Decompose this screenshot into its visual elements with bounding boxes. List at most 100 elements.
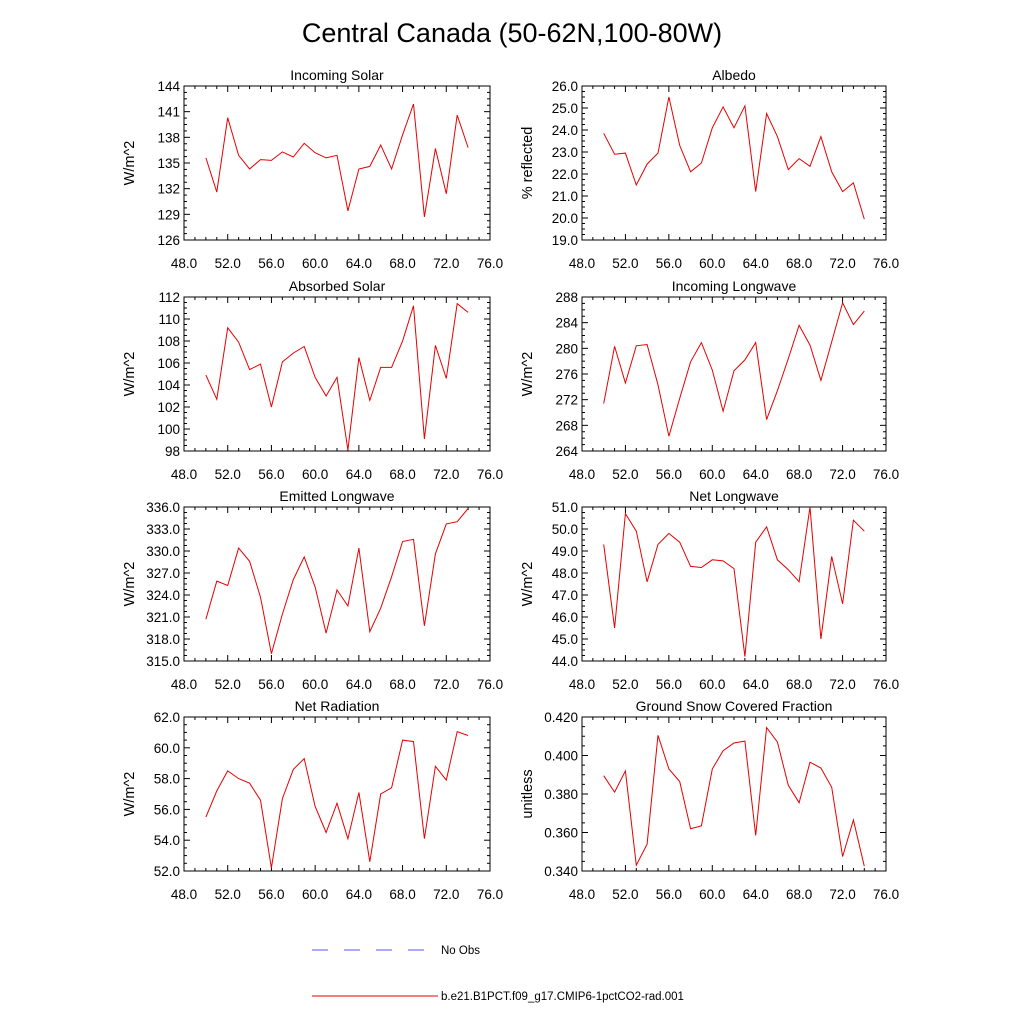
y-tick-label: 22.0 [552, 167, 578, 182]
series-line [205, 103, 469, 217]
y-tick-label: 141 [157, 105, 180, 120]
y-tick-label: 110 [158, 312, 180, 327]
y-axis-label: W/m^2 [122, 352, 138, 397]
y-tick-label: 135 [157, 156, 180, 171]
series-line [603, 301, 865, 437]
y-tick-label: 50.0 [552, 522, 578, 537]
y-tick-label: 315.0 [146, 654, 180, 669]
x-tick-label: 68.0 [389, 677, 415, 692]
x-tick-label: 72.0 [433, 887, 459, 902]
chart-panel-2: Albedo % reflected 48.0 52.0 56.0 60.0 64.0 68.… [520, 67, 899, 271]
x-tick-label: 48.0 [171, 677, 197, 692]
series-line [205, 302, 469, 450]
x-tick-label: 64.0 [346, 467, 372, 482]
y-tick-label: 0.360 [544, 826, 578, 841]
panel-title: Incoming Solar [290, 67, 384, 83]
y-tick-label: 333.0 [146, 522, 180, 537]
y-tick-label: 46.0 [552, 610, 578, 625]
panel-title: Absorbed Solar [289, 278, 386, 294]
y-axis-label: W/m^2 [122, 772, 138, 817]
x-tick-label: 60.0 [302, 467, 328, 482]
x-tick-label: 60.0 [302, 256, 328, 271]
chart-panel-4: Incoming Longwave W/m^2 48.0 52.0 56.0 60.0 64… [520, 278, 899, 482]
y-tick-label: 20.0 [552, 211, 578, 226]
x-tick-label: 52.0 [612, 467, 638, 482]
y-tick-label: 272 [555, 393, 578, 408]
y-tick-label: 21.0 [552, 189, 578, 204]
y-tick-label: 0.420 [544, 710, 578, 725]
y-tick-label: 318.0 [146, 632, 180, 647]
x-tick-label: 76.0 [873, 887, 899, 902]
y-axis-label: unitless [520, 769, 536, 818]
x-tick-label: 64.0 [743, 467, 769, 482]
x-tick-label: 72.0 [433, 467, 459, 482]
y-tick-label: 336.0 [146, 500, 180, 515]
y-tick-label: 280 [555, 341, 578, 356]
series-line [205, 730, 469, 868]
x-tick-label: 76.0 [477, 677, 503, 692]
chart-panel-1: Incoming Solar W/m^2 48.0 52.0 56.0 60.0 64.0 6… [122, 67, 503, 271]
y-axis-label: W/m^2 [122, 562, 138, 607]
x-tick-label: 64.0 [346, 677, 372, 692]
y-tick-label: 284 [555, 316, 578, 331]
x-tick-label: 52.0 [612, 677, 638, 692]
x-tick-label: 56.0 [656, 467, 682, 482]
y-tick-label: 144 [157, 79, 180, 94]
y-tick-label: 102 [157, 400, 180, 415]
x-tick-label: 60.0 [302, 677, 328, 692]
y-tick-label: 112 [158, 290, 180, 305]
x-tick-label: 60.0 [699, 467, 725, 482]
page-title: Central Canada (50-62N,100-80W) [302, 18, 722, 48]
y-tick-label: 56.0 [154, 802, 180, 817]
x-tick-label: 48.0 [569, 887, 595, 902]
panel-title: Albedo [712, 67, 756, 83]
x-tick-label: 68.0 [786, 677, 812, 692]
y-tick-label: 268 [555, 418, 578, 433]
x-tick-label: 64.0 [743, 887, 769, 902]
x-tick-label: 48.0 [171, 467, 197, 482]
x-tick-label: 52.0 [215, 256, 241, 271]
y-tick-label: 129 [157, 207, 180, 222]
panels: Incoming Solar W/m^2 48.0 52.0 56.0 60.0 64.0 6… [122, 67, 899, 902]
y-tick-label: 47.0 [552, 588, 578, 603]
x-tick-label: 60.0 [699, 256, 725, 271]
y-tick-label: 264 [555, 444, 578, 459]
panel-title: Ground Snow Covered Fraction [636, 698, 833, 714]
y-tick-label: 276 [555, 367, 578, 382]
x-tick-label: 64.0 [346, 256, 372, 271]
x-tick-label: 48.0 [569, 256, 595, 271]
y-tick-label: 25.0 [552, 101, 578, 116]
x-tick-label: 52.0 [215, 467, 241, 482]
x-tick-label: 72.0 [829, 467, 855, 482]
series-line [603, 96, 865, 220]
x-tick-label: 52.0 [612, 256, 638, 271]
x-tick-label: 56.0 [656, 887, 682, 902]
y-tick-label: 44.0 [552, 654, 578, 669]
y-tick-label: 58.0 [154, 772, 180, 787]
x-tick-label: 68.0 [389, 256, 415, 271]
panel-title: Net Radiation [295, 698, 380, 714]
x-tick-label: 52.0 [612, 887, 638, 902]
panel-title: Net Longwave [689, 488, 779, 504]
x-tick-label: 52.0 [215, 677, 241, 692]
x-tick-label: 64.0 [743, 256, 769, 271]
x-tick-label: 56.0 [258, 256, 284, 271]
x-tick-label: 76.0 [873, 677, 899, 692]
x-tick-label: 76.0 [477, 887, 503, 902]
chart-panel-7: Net Radiation W/m^2 48.0 52.0 56.0 60.0 64.0 68… [122, 698, 503, 902]
y-tick-label: 19.0 [552, 233, 578, 248]
y-tick-label: 108 [157, 334, 180, 349]
legend-label-no-obs: No Obs [441, 945, 480, 957]
x-tick-label: 68.0 [389, 887, 415, 902]
y-tick-label: 104 [157, 378, 180, 393]
series-line [603, 506, 865, 657]
x-tick-label: 68.0 [786, 887, 812, 902]
series-line [603, 726, 865, 867]
y-tick-label: 106 [157, 356, 180, 371]
y-tick-label: 132 [157, 182, 180, 197]
y-tick-label: 26.0 [552, 79, 578, 94]
x-tick-label: 56.0 [656, 256, 682, 271]
x-tick-label: 72.0 [433, 256, 459, 271]
x-tick-label: 48.0 [171, 887, 197, 902]
